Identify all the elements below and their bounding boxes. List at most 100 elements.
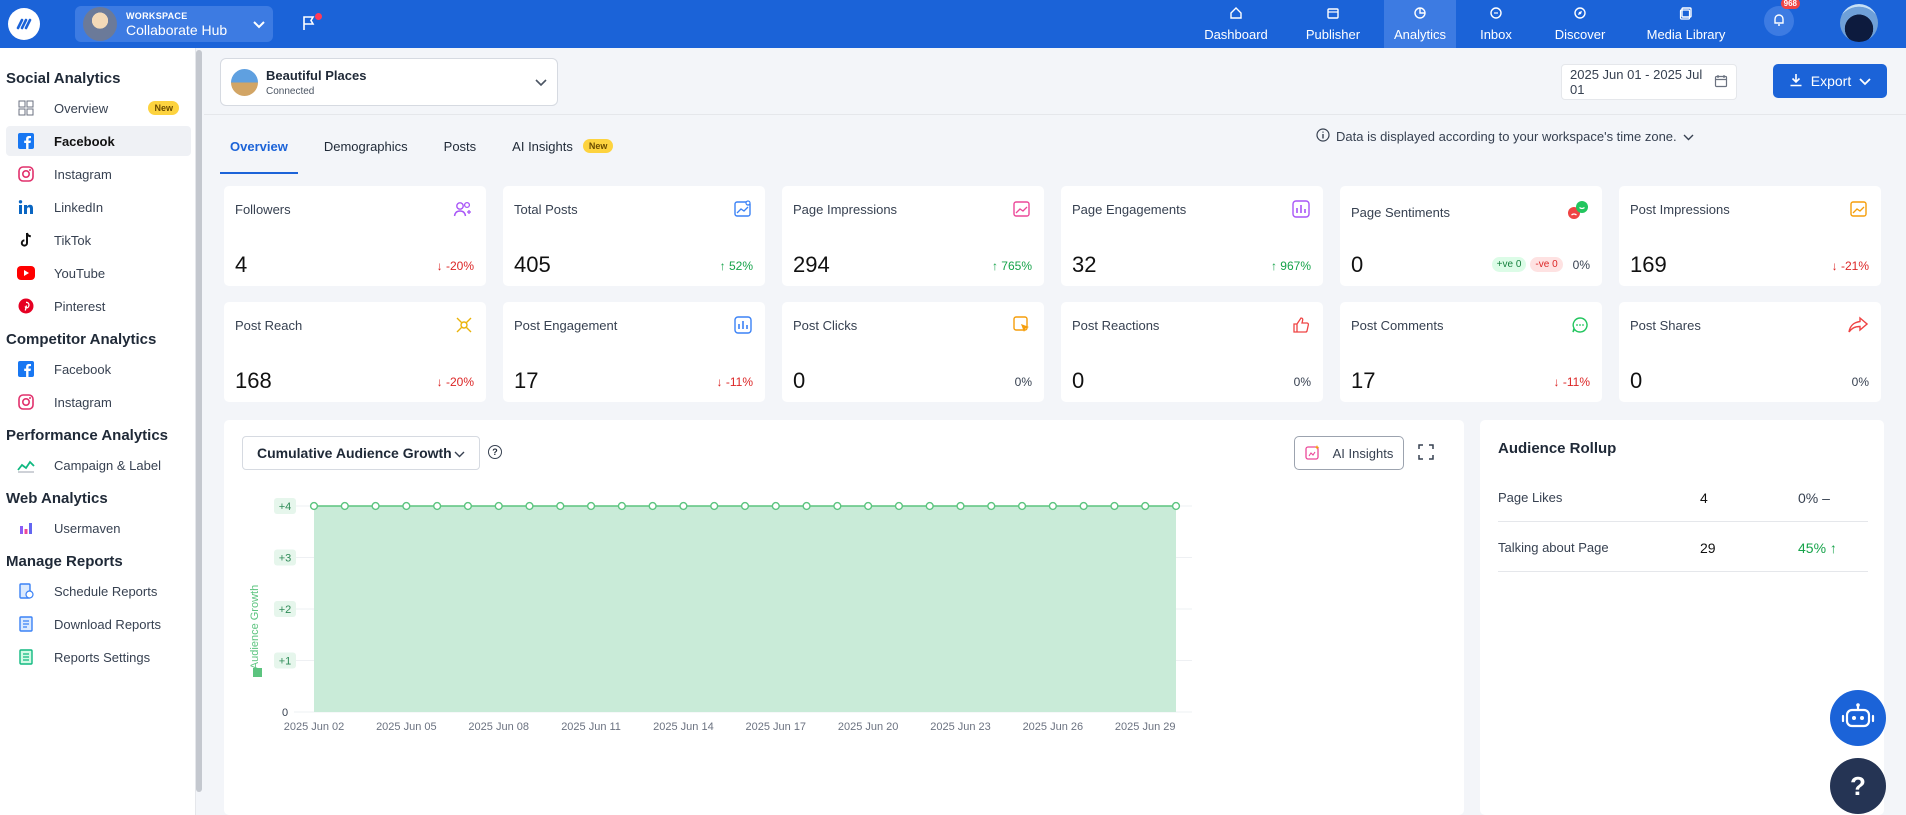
card-value: 169 — [1630, 252, 1667, 277]
nav-label: Analytics — [1393, 27, 1447, 42]
sidebar-item-linkedin[interactable]: LinkedIn — [6, 192, 191, 222]
tab-label: Overview — [230, 138, 288, 154]
question-mark-icon: ? — [1850, 770, 1866, 801]
workspace-switcher[interactable]: WORKSPACE Collaborate Hub — [75, 6, 273, 42]
nav-dashboard[interactable]: Dashboard — [1190, 0, 1282, 48]
export-button[interactable]: Export — [1773, 64, 1887, 98]
tab-overview[interactable]: Overview — [220, 118, 298, 174]
card-change: ↑ 765% — [991, 259, 1032, 273]
rollup-row-page-likes: Page Likes 4 0% – — [1498, 472, 1868, 522]
card-page-impressions[interactable]: Page Impressions 294 ↑ 765% — [782, 186, 1044, 286]
click-icon — [1013, 316, 1031, 337]
card-post-reactions[interactable]: Post Reactions 0 0% — [1061, 302, 1323, 402]
engagement-icon — [1292, 200, 1310, 221]
date-range-picker[interactable]: 2025 Jun 01 - 2025 Jul 01 — [1561, 64, 1737, 100]
sentiment-icon — [1567, 200, 1589, 223]
card-post-shares[interactable]: Post Shares 0 0% — [1619, 302, 1881, 402]
campaign-icon — [16, 455, 36, 475]
y-axis-label: Audience Growth — [249, 585, 261, 669]
rollup-value: 29 — [1700, 540, 1716, 556]
audience-rollup-panel: Audience Rollup Page Likes 4 0% – Talkin… — [1480, 420, 1884, 815]
audience-growth-panel: Cumulative Audience Growth ? AI Insights… — [224, 420, 1464, 815]
account-selector[interactable]: Beautiful Places Connected — [220, 58, 558, 106]
data-point — [402, 501, 411, 511]
nav-media-library[interactable]: Media Library — [1624, 0, 1748, 48]
new-badge: New — [582, 139, 614, 153]
sidebar-item-label: TikTok — [54, 232, 92, 248]
card-total-posts[interactable]: Total Posts 405 ↑ 52% — [503, 186, 765, 286]
sidebar-item-schedule-reports[interactable]: Schedule Reports — [6, 576, 191, 606]
sidebar-item-youtube[interactable]: YouTube — [6, 258, 191, 288]
sidebar-item-reports-settings[interactable]: Reports Settings — [6, 642, 191, 672]
card-page-sentiments[interactable]: Page Sentiments 0 +ve 0 -ve 0 0% — [1340, 186, 1602, 286]
card-title: Followers — [235, 202, 291, 217]
card-post-comments[interactable]: Post Comments 17 ↓ -11% — [1340, 302, 1602, 402]
nav-analytics[interactable]: Analytics — [1384, 0, 1456, 48]
timezone-note[interactable]: Data is displayed according to your work… — [1316, 128, 1694, 145]
nav-label: Discover — [1554, 27, 1606, 42]
schedule-report-icon — [16, 581, 36, 601]
sidebar-scrollbar[interactable] — [196, 50, 202, 792]
card-post-clicks[interactable]: Post Clicks 0 0% — [782, 302, 1044, 402]
pie-chart-icon — [1413, 6, 1427, 27]
ai-sparkle-icon — [1304, 444, 1321, 463]
chart-metric-selector[interactable]: Cumulative Audience Growth — [242, 436, 480, 470]
card-post-engagement[interactable]: Post Engagement 17 ↓ -11% — [503, 302, 765, 402]
card-title: Page Sentiments — [1351, 205, 1451, 220]
download-icon — [1789, 73, 1803, 90]
tab-ai-insights[interactable]: AI Insights New — [502, 118, 623, 174]
new-badge: New — [148, 101, 179, 115]
help-button[interactable]: ? — [1830, 758, 1886, 814]
nav-discover[interactable]: Discover — [1536, 0, 1624, 48]
nav-label: Publisher — [1305, 27, 1361, 42]
positive-sentiment-pill: +ve 0 — [1491, 257, 1527, 272]
card-post-reach[interactable]: Post Reach 168 ↓ -20% — [224, 302, 486, 402]
rollup-label: Talking about Page — [1498, 540, 1609, 555]
card-post-impressions[interactable]: Post Impressions 169 ↓ -21% — [1619, 186, 1881, 286]
share-icon — [1848, 316, 1869, 337]
card-followers[interactable]: Followers 4 ↓ -20% — [224, 186, 486, 286]
card-change: ↓ -20% — [436, 375, 474, 389]
x-tick-label: 2025 Jun 29 — [1115, 721, 1176, 733]
sidebar-item-usermaven[interactable]: Usermaven — [6, 513, 191, 543]
tab-posts[interactable]: Posts — [434, 118, 487, 174]
ai-insights-label: AI Insights — [1332, 445, 1394, 461]
like-icon — [1292, 316, 1310, 337]
main-content: Beautiful Places Connected 2025 Jun 01 -… — [204, 48, 1906, 815]
question-circle-icon[interactable]: ? — [488, 445, 502, 459]
sidebar-item-competitor-facebook[interactable]: Facebook — [6, 354, 191, 384]
sidebar-item-pinterest[interactable]: Pinterest — [6, 291, 191, 321]
card-change-value: 967% — [1280, 259, 1311, 273]
pinterest-icon — [16, 296, 36, 316]
home-icon — [1229, 6, 1243, 27]
card-change: ↓ -11% — [716, 375, 753, 389]
sidebar-item-tiktok[interactable]: TikTok — [6, 225, 191, 255]
instagram-icon — [16, 392, 36, 412]
flag-icon[interactable] — [301, 12, 322, 34]
card-change-value: 0% — [1851, 375, 1869, 389]
tab-demographics[interactable]: Demographics — [314, 118, 418, 174]
card-page-engagements[interactable]: Page Engagements 32 ↑ 967% — [1061, 186, 1323, 286]
sidebar-item-download-reports[interactable]: Download Reports — [6, 609, 191, 639]
user-avatar[interactable] — [1840, 4, 1878, 42]
card-value: 405 — [514, 252, 551, 277]
nav-inbox[interactable]: Inbox — [1456, 0, 1536, 48]
fullscreen-icon[interactable] — [1418, 444, 1434, 463]
chatbot-button[interactable] — [1830, 690, 1886, 746]
sidebar-item-label: Facebook — [54, 133, 115, 149]
chevron-down-icon — [1683, 129, 1694, 144]
notifications-button[interactable]: 968 — [1764, 0, 1800, 36]
app-logo[interactable] — [8, 8, 40, 40]
sidebar-item-overview[interactable]: Overview New — [6, 93, 191, 123]
sidebar-item-facebook[interactable]: Facebook — [6, 126, 191, 156]
sidebar-item-campaign-label[interactable]: Campaign & Label — [6, 450, 191, 480]
nav-publisher[interactable]: Publisher — [1282, 0, 1384, 48]
data-point — [771, 501, 780, 511]
sidebar-item-competitor-instagram[interactable]: Instagram — [6, 387, 191, 417]
x-tick-label: 2025 Jun 23 — [930, 721, 991, 733]
comment-icon — [1571, 316, 1589, 337]
card-value: 294 — [793, 252, 830, 277]
sidebar-item-instagram[interactable]: Instagram — [6, 159, 191, 189]
ai-insights-button[interactable]: AI Insights — [1294, 436, 1404, 470]
reach-icon — [455, 316, 473, 337]
